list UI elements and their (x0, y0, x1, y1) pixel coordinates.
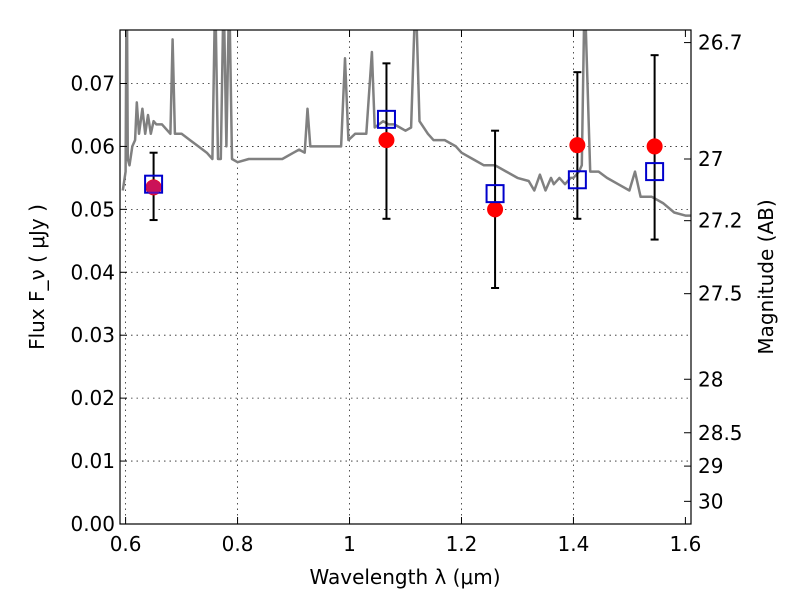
right-tick-label: 26.7 (698, 31, 743, 55)
right-tick-label: 29 (698, 454, 723, 478)
model-flux-point (567, 170, 587, 190)
x-tick-label: 1.2 (446, 532, 478, 556)
y-tick-label: 0.01 (70, 449, 115, 473)
model-flux-point (376, 109, 396, 129)
y-tick-label: 0.00 (70, 512, 115, 536)
ticks (120, 30, 691, 525)
right-axis-label: Magnitude (AB) (754, 199, 778, 354)
model-flux-point (645, 162, 665, 182)
tick-labels: 0.6 0.8 1 1.2 1.4 1.6 0.00 0.01 0.02 0.03 0.04 0.05… (70, 31, 742, 556)
right-tick-label: 28.5 (698, 421, 743, 445)
observed-flux-point (646, 138, 663, 155)
right-tick-label: 27.2 (698, 209, 743, 233)
overlap-point (146, 179, 162, 195)
x-tick-label: 1.4 (558, 532, 590, 556)
model-flux-point (485, 184, 505, 204)
right-tick-label: 27 (698, 147, 723, 171)
plot-frame (119, 29, 692, 525)
y-tick-label: 0.07 (70, 71, 115, 95)
x-axis-label: Wavelength λ (μm) (309, 565, 500, 589)
y-tick-label: 0.02 (70, 386, 115, 410)
right-tick-label: 27.5 (698, 282, 743, 306)
spectrum-line (121, 30, 691, 217)
y-axis-label: Flux F_ν ( μJy ) (25, 204, 49, 350)
x-tick-label: 1.6 (669, 532, 701, 556)
right-tick-label: 28 (698, 367, 723, 391)
x-tick-label: 0.6 (110, 532, 142, 556)
observed-flux-point (378, 132, 395, 149)
y-tick-label: 0.05 (70, 197, 115, 221)
plot-data (121, 30, 691, 290)
y-tick-label: 0.06 (70, 134, 115, 158)
observed-flux-point (487, 201, 504, 218)
grid (120, 30, 691, 524)
right-tick-label: 30 (698, 489, 723, 513)
x-tick-label: 0.8 (222, 532, 254, 556)
y-tick-label: 0.04 (70, 260, 115, 284)
observed-flux-point (569, 137, 586, 154)
x-tick-label: 1 (343, 532, 356, 556)
y-tick-label: 0.03 (70, 323, 115, 347)
